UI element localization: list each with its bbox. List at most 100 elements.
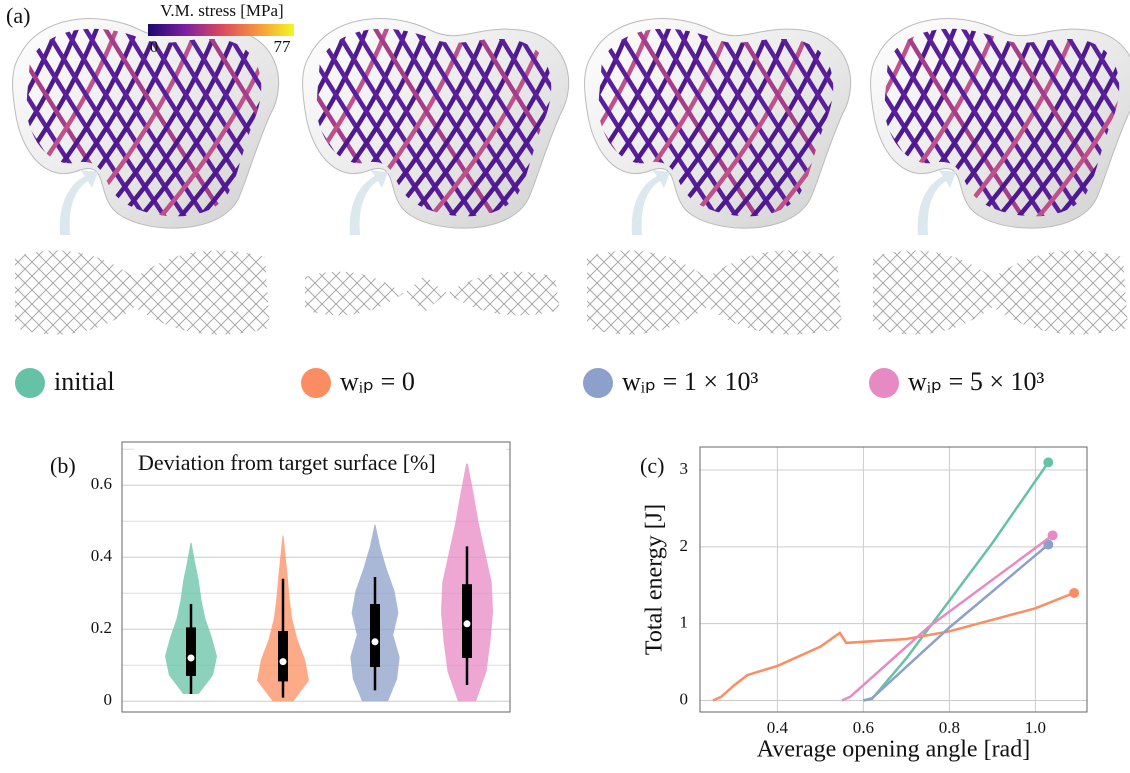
flat-rod (266, 230, 386, 350)
flat-rod (150, 230, 270, 350)
flat-rod (746, 230, 866, 350)
box (278, 631, 288, 681)
legend-label: wᵢₚ = 1 × 10³ (622, 367, 758, 396)
flat-rod (164, 230, 284, 350)
colorbar-min: 0 (150, 37, 159, 56)
flat-rod (542, 230, 662, 350)
legend-swatch (869, 368, 899, 398)
flat-rod (612, 230, 732, 350)
flat-rod (446, 230, 566, 350)
flat-rod (0, 230, 50, 350)
flat-rod (732, 230, 852, 350)
flat-rod (852, 230, 972, 350)
flat-rod (570, 230, 690, 350)
y-tick-label: 2 (680, 536, 689, 555)
flat-rod (1110, 230, 1130, 350)
figure: (a) (b) (c) V.M. stress [MPa] 0 77 initi… (0, 0, 1130, 773)
flat-rod (0, 230, 106, 350)
flat-lattice (432, 230, 1014, 350)
flat-rod (252, 230, 372, 350)
flat-rod (280, 230, 400, 350)
flat-rod (0, 230, 8, 350)
flat-rod (178, 230, 298, 350)
flat-rod (178, 230, 298, 350)
flat-rod (0, 230, 50, 350)
flat-rod (0, 230, 78, 350)
legend-label: initial (54, 367, 115, 396)
flat-rod (460, 230, 580, 350)
flat-rod (584, 230, 704, 350)
y-tick-label: 0.4 (91, 546, 113, 565)
flat-rod (1040, 230, 1130, 350)
flat-rod (542, 230, 662, 350)
flat-rod (150, 230, 270, 350)
colorbar (148, 24, 294, 36)
flat-rod (1054, 230, 1130, 350)
x-tick-label: 0.6 (853, 718, 874, 737)
line (863, 462, 1048, 700)
median (372, 638, 379, 645)
box (370, 604, 380, 667)
flat-rod (474, 230, 594, 350)
flat-rod (584, 230, 704, 350)
flat-rod (192, 230, 312, 350)
flat-rod (1040, 230, 1130, 350)
flat-rod (474, 230, 594, 350)
line (713, 593, 1074, 701)
flat-rod (612, 230, 732, 350)
x-tick-label: 0.8 (939, 718, 960, 737)
median (280, 658, 287, 665)
flat-lattice (718, 230, 1130, 350)
flat-rod (570, 230, 690, 350)
median (464, 620, 471, 627)
y-tick-label: 3 (680, 459, 689, 478)
colorbar-max: 77 (274, 37, 292, 56)
flat-rod (308, 230, 428, 350)
flat-rod (866, 230, 986, 350)
flat-rod (880, 230, 1000, 350)
flat-rod (894, 230, 1014, 350)
y-tick-label: 0.6 (91, 474, 112, 493)
panel-label: (c) (640, 453, 664, 478)
flat-rod (252, 230, 372, 350)
flat-rod (322, 230, 442, 350)
flat-rod (1068, 230, 1130, 350)
flat-rod (294, 230, 414, 350)
flat-rod (824, 230, 944, 350)
flat-rod (460, 230, 580, 350)
flat-rod (556, 230, 676, 350)
x-axis-label: Average opening angle [rad] (757, 737, 1030, 763)
flat-rod (718, 230, 838, 350)
panel-a (0, 19, 1130, 350)
arrow (632, 170, 670, 235)
flat-rod (294, 230, 414, 350)
panel-label: (b) (50, 453, 76, 478)
flat-rod (866, 230, 986, 350)
flat-rod (1124, 230, 1130, 350)
flat-rod (1068, 230, 1130, 350)
y-tick-label: 0 (680, 689, 689, 708)
legend-label: wᵢₚ = 0 (340, 367, 415, 396)
flat-rod (732, 230, 852, 350)
panel-label: (a) (6, 3, 30, 28)
flat-rod (746, 230, 866, 350)
line-chart: 01230.40.60.81.0Average opening angle [r… (642, 447, 1088, 763)
flat-lattice (0, 230, 442, 350)
flat-rod (308, 230, 428, 350)
flat-rod (0, 230, 78, 350)
flat-rod (1082, 230, 1130, 350)
median (188, 655, 195, 662)
box (186, 627, 196, 676)
flat-rod (1124, 230, 1130, 350)
y-tick-label: 0 (104, 690, 113, 709)
end-marker (1069, 588, 1079, 598)
arrow (350, 170, 388, 235)
x-tick-label: 0.4 (767, 718, 789, 737)
flat-rod (192, 230, 312, 350)
flat-lattice (150, 230, 732, 350)
colorbar-title: V.M. stress [MPa] (160, 1, 283, 20)
flat-rod (824, 230, 944, 350)
flat-rod (0, 230, 106, 350)
line (842, 535, 1053, 700)
